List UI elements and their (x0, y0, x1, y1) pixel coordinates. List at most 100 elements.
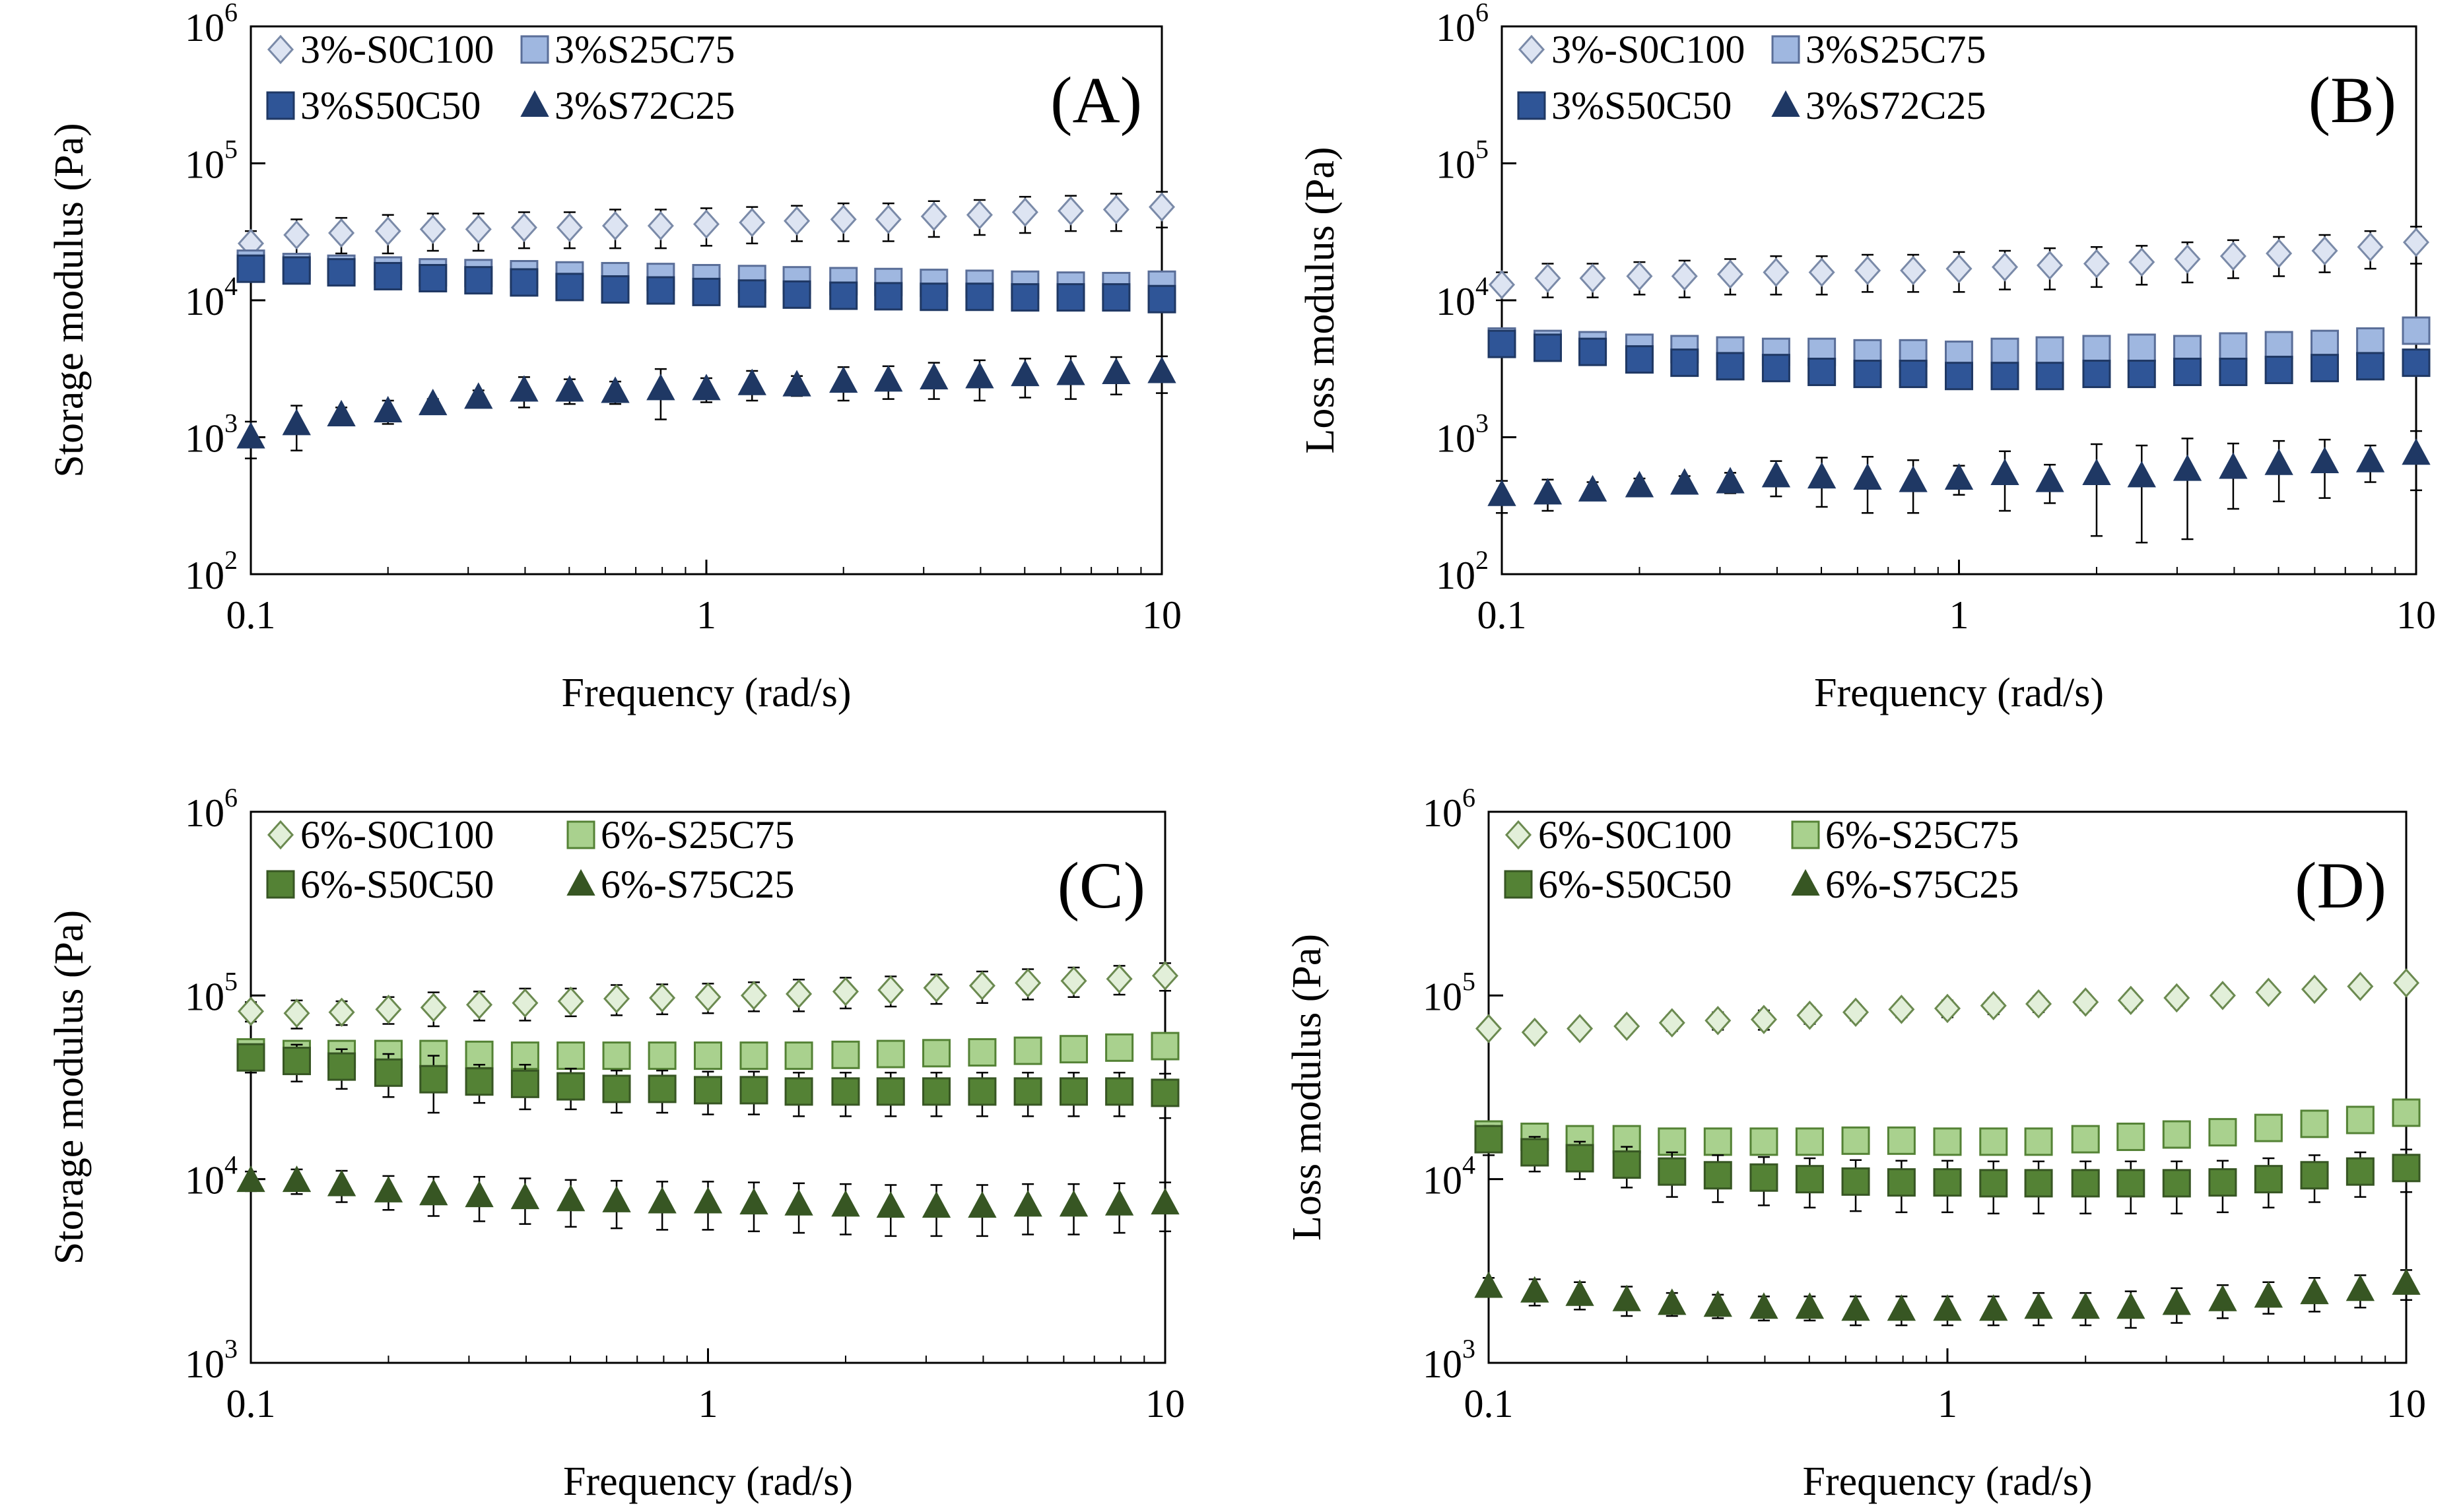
data-point-3-s72c25 (1578, 475, 1607, 502)
data-point-3-s0c100 (2037, 250, 2064, 280)
data-point-3-s50c50 (1487, 329, 1516, 358)
data-point-6-s50c50 (602, 1074, 631, 1103)
data-point-3-s72c25 (2082, 458, 2111, 486)
series-2 (236, 254, 1176, 313)
data-point-3-s50c50 (1945, 362, 1973, 391)
data-point-6-s50c50 (1060, 1077, 1089, 1106)
data-point-3-s50c50 (829, 281, 858, 310)
data-point-6-s50c50 (327, 1052, 356, 1081)
data-point-6-s0c100 (694, 982, 722, 1012)
data-point-6-s75c25 (784, 1189, 813, 1216)
data-point-3-s72c25 (601, 376, 630, 403)
data-point-3-s50c50 (1807, 357, 1837, 386)
data-point-3-s50c50 (737, 279, 766, 308)
y-tick-exponent: 6 (1462, 783, 1475, 812)
legend-marker (1771, 35, 1800, 64)
panel-c-y-tick-label: 106 (185, 783, 238, 835)
panel-a-legend-entry: 3%S25C75 (555, 28, 735, 71)
data-point-6-s0c100 (2117, 985, 2144, 1016)
data-point-6-s0c100 (2347, 971, 2374, 1001)
data-point-6-s75c25 (2071, 1292, 2100, 1319)
panel-a-x-tick-label: 1 (696, 593, 716, 637)
y-tick-exponent: 6 (224, 783, 238, 812)
y-tick-base: 10 (185, 280, 224, 323)
series-3 (236, 355, 1176, 459)
data-point-6-s75c25 (1612, 1284, 1641, 1311)
data-point-3-s50c50 (2402, 348, 2431, 378)
data-point-3-s0c100 (556, 213, 583, 242)
data-point-6-s50c50 (1520, 1138, 1549, 1167)
panel-b: Frequency (rad/s) Loss modulus (Pa) (B) … (1298, 0, 2436, 715)
data-point-6-s50c50 (739, 1076, 768, 1105)
data-point-6-s0c100 (2209, 981, 2236, 1010)
data-point-6-s0c100 (1658, 1008, 1685, 1037)
legend-marker (1791, 869, 1820, 896)
data-point-6-s50c50 (557, 1072, 586, 1101)
data-point-3-s50c50 (2173, 357, 2202, 386)
data-point-6-s0c100 (375, 995, 402, 1024)
data-point-6-s75c25 (648, 1187, 677, 1214)
data-point-3-s0c100 (1945, 253, 1973, 284)
panel-b-plot-area (1487, 25, 2431, 575)
data-point-6-s75c25 (1749, 1292, 1778, 1319)
data-point-3-s72c25 (874, 365, 903, 392)
data-point-3-s72c25 (1533, 478, 1563, 505)
data-point-3-s50c50 (1578, 337, 1607, 366)
data-point-6-s25c75 (2300, 1109, 2329, 1138)
data-point-6-s50c50 (1474, 1125, 1503, 1154)
data-point-6-s0c100 (1704, 1006, 1732, 1035)
data-point-3-s72c25 (1625, 471, 1654, 498)
data-point-3-s25c75 (2311, 329, 2340, 358)
data-point-3-s50c50 (2127, 360, 2156, 389)
series-3 (1487, 430, 2431, 544)
y-tick-exponent: 4 (224, 271, 238, 301)
panel-b-x-tick-label: 1 (1949, 593, 1969, 637)
data-point-6-s50c50 (648, 1074, 677, 1103)
data-point-3-s50c50 (601, 275, 630, 304)
panel-b-x-tick-label: 10 (2396, 593, 2436, 637)
data-point-3-s72c25 (1716, 467, 1745, 494)
data-point-6-s50c50 (283, 1047, 312, 1076)
data-point-6-s50c50 (419, 1065, 448, 1094)
panel-a-ylabel: Storage modulus (Pa) (47, 123, 92, 477)
data-point-3-s0c100 (2402, 227, 2430, 257)
data-point-3-s50c50 (1716, 352, 1745, 381)
panel-c-legend-entry: 6%-S50C50 (300, 863, 494, 906)
data-point-6-s75c25 (1887, 1294, 1916, 1321)
data-point-6-s50c50 (1565, 1144, 1594, 1173)
data-point-6-s0c100 (1060, 966, 1087, 996)
data-point-3-s0c100 (1102, 195, 1130, 224)
data-point-6-s25c75 (1151, 1032, 1180, 1061)
legend-marker (520, 90, 549, 117)
data-point-3-s50c50 (1102, 283, 1131, 312)
data-point-3-s50c50 (1670, 348, 1699, 378)
data-point-3-s50c50 (2311, 354, 2340, 383)
y-tick-base: 10 (1436, 143, 1475, 187)
data-point-3-s72c25 (419, 388, 448, 416)
series-3 (1474, 1268, 2421, 1329)
data-point-6-s50c50 (1013, 1077, 1042, 1106)
data-point-3-s50c50 (782, 280, 811, 309)
data-point-6-s25c75 (602, 1041, 631, 1070)
data-point-3-s0c100 (2311, 236, 2338, 266)
data-point-3-s50c50 (692, 277, 721, 306)
data-point-3-s72c25 (2035, 465, 2064, 492)
data-point-3-s72c25 (1102, 357, 1131, 385)
data-point-6-s75c25 (2116, 1292, 2145, 1319)
data-point-3-s0c100 (602, 211, 629, 241)
data-point-6-s50c50 (1979, 1169, 2008, 1198)
legend-marker (267, 34, 294, 65)
data-point-3-s50c50 (1011, 283, 1040, 312)
data-point-3-s25c75 (2356, 327, 2385, 356)
legend-marker (1517, 91, 1546, 120)
data-point-6-s25c75 (1841, 1126, 1870, 1155)
data-point-6-s25c75 (1060, 1035, 1089, 1064)
panel-a-x-tick-label: 10 (1142, 593, 1182, 637)
panel-c-label: (C) (1058, 849, 1145, 922)
data-point-3-s0c100 (328, 218, 355, 248)
data-point-6-s50c50 (1105, 1077, 1134, 1106)
data-point-6-s75c25 (1151, 1187, 1180, 1215)
data-point-3-s72c25 (1670, 468, 1699, 495)
panel-d-y-tick-label: 103 (1423, 1334, 1475, 1386)
